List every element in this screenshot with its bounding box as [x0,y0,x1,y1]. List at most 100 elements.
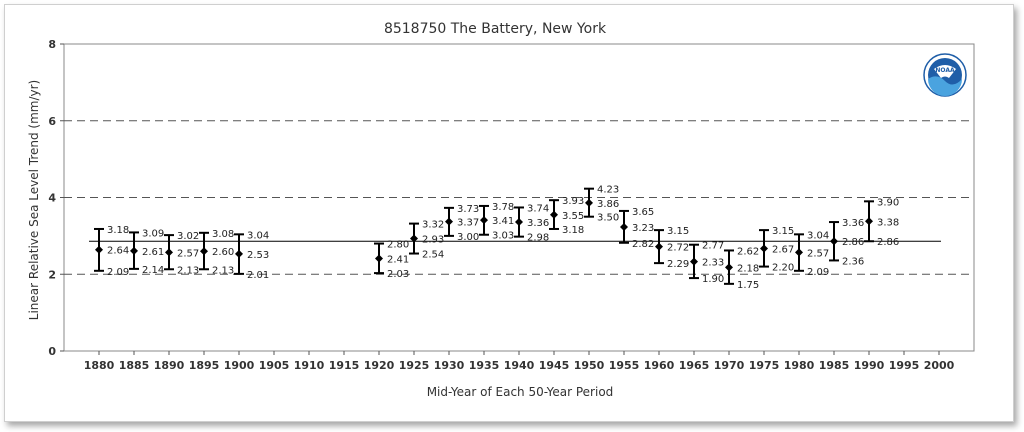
lower-label-1930: 3.00 [457,232,479,243]
data-point-group-1880: 3.18 2.64 2.09 [94,225,129,278]
data-point-group-1900: 3.04 2.53 2.01 [234,230,269,281]
lower-label-1890: 2.13 [177,265,199,276]
data-point-1990 [865,217,873,226]
chart-title: 8518750 The Battery, New York [384,21,607,37]
data-point-1900 [235,249,243,258]
value-label-1965: 2.33 [702,258,724,269]
upper-label-1970: 2.62 [737,246,759,257]
x-tick-label-1955: 1955 [609,359,640,372]
logo-text: NOAA [935,67,955,74]
upper-label-1985: 3.36 [842,218,864,229]
y-tick-label-4: 4 [48,192,56,205]
data-point-1985 [830,237,838,246]
logo-wave [928,76,962,96]
data-point-1925 [410,234,418,243]
x-tick-label-1915: 1915 [329,359,360,372]
data-point-1930 [445,217,453,226]
lower-label-1885: 2.14 [142,265,164,276]
noaa-logo: NOAA [923,53,967,97]
x-tick-label-1910: 1910 [294,359,325,372]
lower-label-1990: 2.86 [877,237,899,248]
value-label-1980: 2.57 [807,248,829,259]
upper-label-1965: 2.77 [702,241,724,252]
upper-label-1900: 3.04 [247,230,269,241]
data-marks: 3.182.642.093.092.612.143.022.572.133.08… [94,185,899,291]
data-point-1975 [760,244,768,253]
x-tick-label-1920: 1920 [364,359,395,372]
lower-label-1920: 2.03 [387,269,409,280]
data-point-group-1960: 3.15 2.72 2.29 [654,226,689,270]
x-tick-label-1960: 1960 [644,359,675,372]
lower-label-1925: 2.54 [422,250,444,261]
x-axis-ticks: 1880 1885 1890 1895 1900 1905 1910 1915 1920 1925… [84,351,955,372]
data-point-1970 [725,263,733,272]
data-point-group-1930: 3.73 3.37 3.00 [444,204,479,243]
upper-label-1895: 3.08 [212,229,234,240]
lower-label-1900: 2.01 [247,270,269,281]
data-point-group-1955: 3.65 3.23 2.82 [619,207,654,250]
x-tick-label-1965: 1965 [679,359,710,372]
data-point-1895 [200,247,208,256]
value-label-1985: 2.86 [842,237,864,248]
lower-label-1955: 2.82 [632,239,654,250]
data-point-group-1965: 2.77 2.33 1.90 [689,241,724,285]
upper-label-1990: 3.90 [877,197,899,208]
value-label-1940: 3.36 [527,218,549,229]
x-tick-label-1885: 1885 [119,359,150,372]
upper-label-1890: 3.02 [177,231,199,242]
upper-label-1955: 3.65 [632,207,654,218]
data-point-1880 [95,245,103,254]
upper-label-1925: 3.32 [422,220,444,231]
data-point-group-1980: 3.04 2.57 2.09 [794,230,829,278]
data-point-1940 [515,218,523,227]
lower-label-1985: 2.36 [842,256,864,267]
data-point-1960 [655,242,663,251]
lower-label-1945: 3.18 [562,225,584,236]
lower-label-1940: 2.98 [527,233,549,244]
value-label-1890: 2.57 [177,248,199,259]
upper-label-1960: 3.15 [667,226,689,237]
chart-frame [4,4,1014,422]
upper-label-1980: 3.04 [807,230,829,241]
x-tick-label-1880: 1880 [84,359,115,372]
x-tick-label-2000: 2000 [924,359,955,372]
data-point-1980 [795,248,803,257]
x-tick-label-1985: 1985 [819,359,850,372]
value-label-1920: 2.41 [387,255,409,266]
gridlines [64,120,974,275]
y-tick-label-2: 2 [48,268,56,281]
value-label-1960: 2.72 [667,243,689,254]
data-point-group-1885: 3.09 2.61 2.14 [129,228,164,276]
data-point-1965 [690,257,698,266]
lower-label-1980: 2.09 [807,267,829,278]
lower-label-1895: 2.13 [212,265,234,276]
value-label-1955: 3.23 [632,223,654,234]
data-point-group-1945: 3.93 3.55 3.18 [549,196,584,236]
lower-label-1935: 3.03 [492,231,514,242]
upper-label-1920: 2.80 [387,240,409,251]
data-point-1920 [375,254,383,263]
x-tick-label-1970: 1970 [714,359,745,372]
data-point-group-1935: 3.78 3.41 3.03 [479,202,514,242]
upper-label-1930: 3.73 [457,204,479,215]
data-point-group-1890: 3.02 2.57 2.13 [164,231,199,276]
data-point-1950 [585,198,593,207]
x-tick-label-1895: 1895 [189,359,220,372]
data-point-group-1925: 3.32 2.93 2.54 [409,220,444,261]
y-axis-ticks: 0 2 4 6 8 [48,38,64,358]
data-point-1890 [165,248,173,257]
x-tick-label-1900: 1900 [224,359,255,372]
data-point-group-1975: 3.15 2.67 2.20 [759,226,794,274]
upper-label-1885: 3.09 [142,228,164,239]
value-label-1975: 2.67 [772,245,794,256]
lower-label-1975: 2.20 [772,263,794,274]
data-point-group-1990: 3.90 3.38 2.86 [864,197,899,248]
x-tick-label-1945: 1945 [539,359,570,372]
x-tick-label-1990: 1990 [854,359,885,372]
x-tick-label-1980: 1980 [784,359,815,372]
value-label-1880: 2.64 [107,246,129,257]
x-tick-label-1930: 1930 [434,359,465,372]
y-tick-label-8: 8 [48,38,56,51]
data-point-1955 [620,223,628,232]
